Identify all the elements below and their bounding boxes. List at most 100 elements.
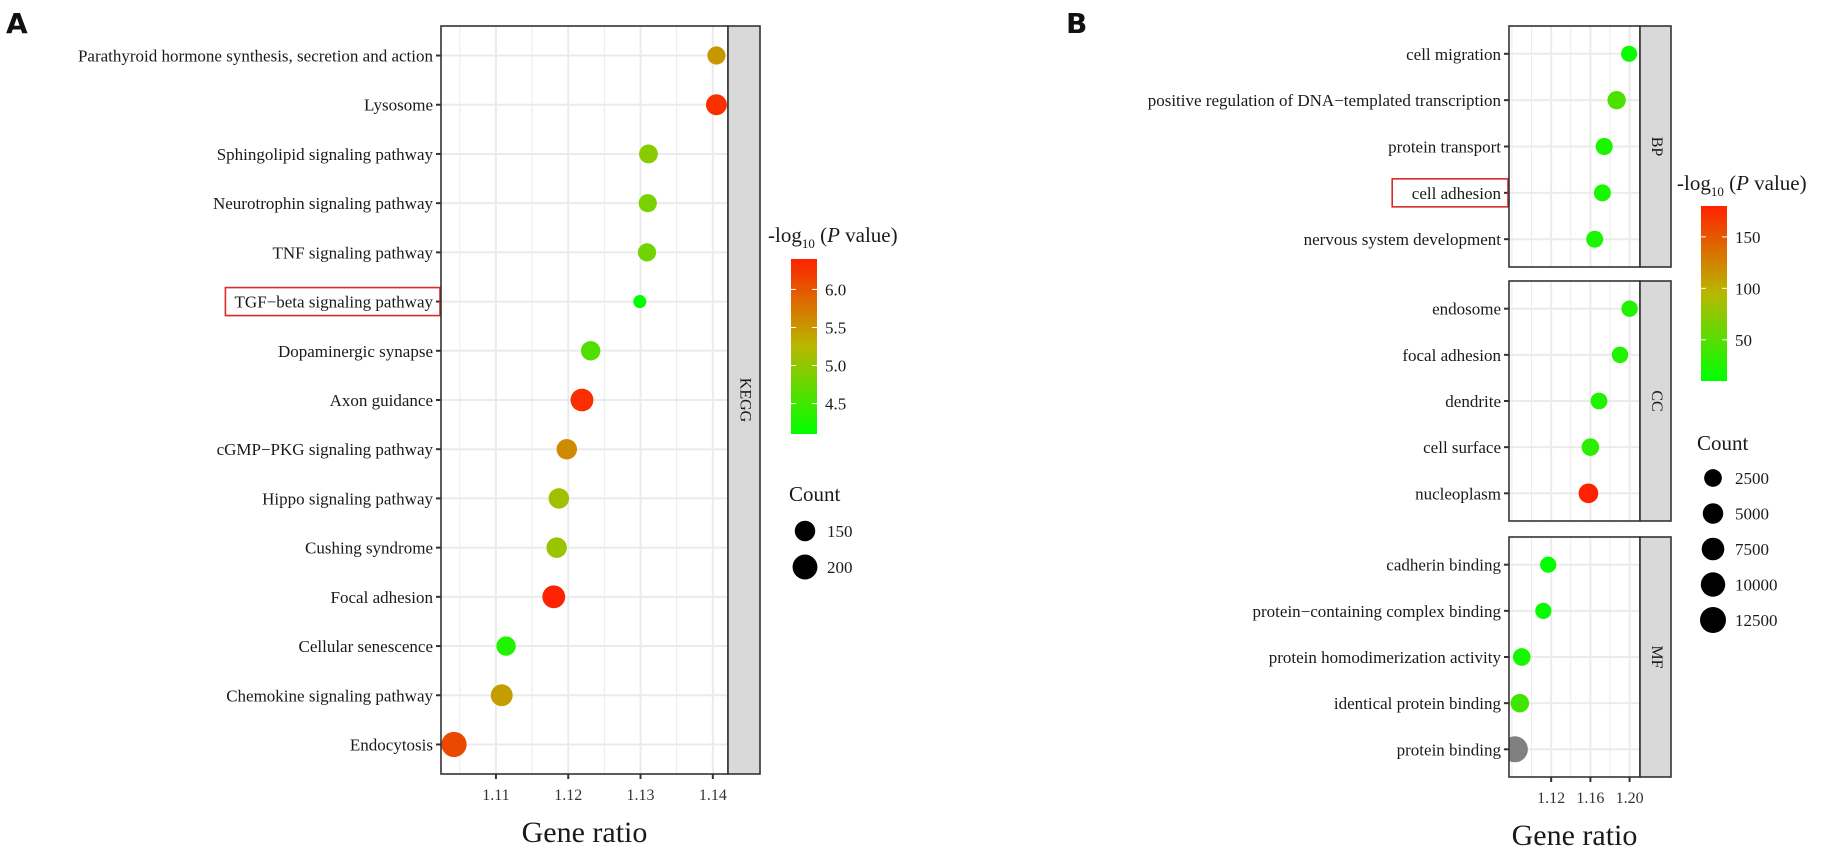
x-axis-title: Gene ratio xyxy=(1512,819,1638,852)
x-tick-label: 1.12 xyxy=(554,787,582,804)
color-legend-bar xyxy=(1701,206,1727,381)
x-tick-label: 1.20 xyxy=(1616,790,1644,807)
category-label: Sphingolipid signaling pathway xyxy=(217,145,434,164)
category-label: endosome xyxy=(1432,300,1501,319)
facet-strip xyxy=(1639,25,1672,268)
data-point xyxy=(496,636,516,656)
size-legend-label: 2500 xyxy=(1735,469,1769,488)
data-point xyxy=(1540,556,1557,573)
color-legend-tick-label: 5.5 xyxy=(825,318,846,337)
size-legend-title: Count xyxy=(789,482,841,506)
x-tick-label: 1.13 xyxy=(627,787,655,804)
legend-title-paren: ( xyxy=(815,223,827,247)
size-legend-key xyxy=(1704,469,1722,487)
size-legend-label: 150 xyxy=(827,522,853,541)
category-label: Focal adhesion xyxy=(331,588,434,607)
category-label: protein binding xyxy=(1397,740,1502,759)
size-legend-label: 5000 xyxy=(1735,505,1769,524)
data-point xyxy=(548,488,570,509)
color-legend-bar xyxy=(791,259,817,434)
data-point xyxy=(1586,230,1604,248)
size-legend-key xyxy=(1700,572,1726,597)
size-legend-label: 10000 xyxy=(1735,576,1778,595)
data-point xyxy=(441,731,467,758)
color-legend-tick-label: 5.0 xyxy=(825,357,846,376)
size-legend-key xyxy=(794,520,816,542)
category-label: Axon guidance xyxy=(330,391,433,410)
highlight-box xyxy=(1391,178,1509,208)
category-label: Hippo signaling pathway xyxy=(262,489,433,508)
x-tick-label: 1.16 xyxy=(1576,790,1604,807)
category-label: dendrite xyxy=(1445,392,1501,411)
panel-letter-b: B xyxy=(1066,7,1087,40)
category-label: cell surface xyxy=(1423,438,1501,457)
data-point xyxy=(1593,184,1611,202)
facet-strip xyxy=(1639,280,1672,522)
category-label: Cellular senescence xyxy=(298,637,433,656)
data-point xyxy=(1621,45,1638,62)
data-point xyxy=(1509,736,1528,763)
category-label: focal adhesion xyxy=(1402,346,1501,365)
size-legend-label: 200 xyxy=(827,558,853,577)
x-tick-label: 1.14 xyxy=(699,787,727,804)
data-point xyxy=(639,144,658,164)
dots-group xyxy=(1586,45,1638,248)
category-label: identical protein binding xyxy=(1334,694,1502,713)
category-label: Chemokine signaling pathway xyxy=(226,686,433,705)
panel-b: cell migration positive regulation of DNA… xyxy=(1148,25,1807,852)
size-legend-title: Count xyxy=(1697,431,1749,455)
data-point xyxy=(542,585,566,609)
data-point xyxy=(707,46,726,65)
data-point xyxy=(1607,90,1626,110)
x-tick-label: 1.12 xyxy=(1537,790,1565,807)
data-point xyxy=(637,243,657,262)
color-legend-tick-label: 150 xyxy=(1735,228,1761,247)
color-legend-tick-label: 50 xyxy=(1735,331,1752,350)
panel-letter-a: A xyxy=(6,7,28,40)
data-point xyxy=(546,537,567,558)
x-axis-title: Gene ratio xyxy=(522,816,648,849)
data-point xyxy=(638,194,657,213)
legend-title-subscript: 10 xyxy=(802,236,815,251)
color-legend-title: -log10 (P value) xyxy=(1677,171,1807,199)
data-point xyxy=(556,438,578,460)
facet-strip xyxy=(1639,536,1672,778)
facet-strip xyxy=(727,25,761,775)
size-legend-key xyxy=(1702,503,1724,524)
color-legend-title: -log10 (P value) xyxy=(768,223,898,251)
category-label: Lysosome xyxy=(364,96,433,115)
data-point xyxy=(705,94,727,116)
data-point xyxy=(490,684,513,707)
size-legend-key xyxy=(792,554,818,580)
x-tick-label: 1.11 xyxy=(482,787,509,804)
size-legend-key xyxy=(1701,537,1725,561)
category-label: Parathyroid hormone synthesis, secretion… xyxy=(78,47,434,66)
legend-title-suffix: value) xyxy=(1749,171,1807,195)
size-legend-key xyxy=(1700,607,1726,633)
category-label: Endocytosis xyxy=(350,735,433,754)
data-point xyxy=(1510,693,1530,713)
data-point xyxy=(1512,648,1531,666)
facet-kegg: Parathyroid hormone synthesis, secretion… xyxy=(78,25,761,775)
size-legend-label: 12500 xyxy=(1735,611,1778,630)
category-label: protein−containing complex binding xyxy=(1253,602,1502,621)
data-point xyxy=(633,295,647,309)
dots-group xyxy=(441,46,727,758)
color-legend-tick-label: 100 xyxy=(1735,279,1761,298)
category-label: TNF signaling pathway xyxy=(272,243,433,262)
legend-title-prefix: -log xyxy=(1677,171,1711,195)
legend-title-suffix: value) xyxy=(840,223,898,247)
category-label: protein transport xyxy=(1388,138,1501,157)
color-legend-tick-label: 4.5 xyxy=(825,395,846,414)
category-label: cadherin binding xyxy=(1386,556,1501,575)
category-label: cell adhesion xyxy=(1412,184,1502,203)
size-legend-label: 7500 xyxy=(1735,540,1769,559)
facet-strip-label: MF xyxy=(1648,645,1665,668)
panel-a: Parathyroid hormone synthesis, secretion… xyxy=(78,25,898,849)
data-point xyxy=(1590,392,1608,410)
facet-cc: endosome focal adhesion dendrite cell surfa… xyxy=(1402,280,1672,522)
data-point xyxy=(580,341,601,361)
legend-title-prefix: -log xyxy=(768,223,802,247)
category-label: Dopaminergic synapse xyxy=(278,342,433,361)
